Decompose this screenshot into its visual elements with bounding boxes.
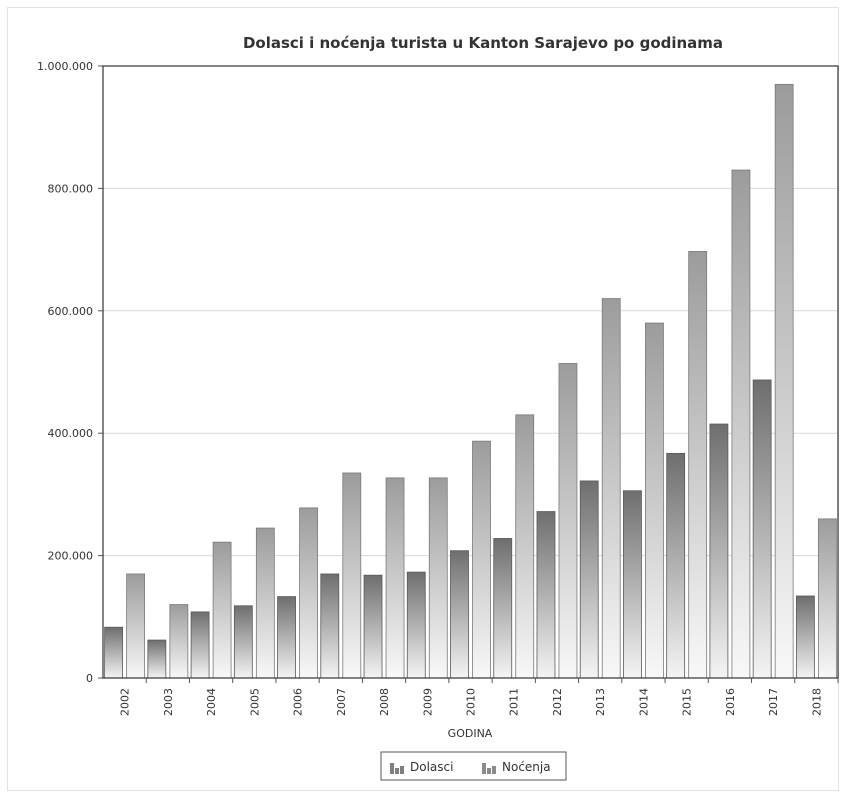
bar-dolasci-2012[interactable] <box>536 511 556 679</box>
legend-label-dolasci: Dolasci <box>410 760 453 774</box>
legend-bar-icon-nocenja <box>482 763 496 774</box>
x-tick-label: 2003 <box>162 688 175 716</box>
bar-dolasci-2007[interactable] <box>320 573 340 679</box>
x-tick-label: 2009 <box>421 688 434 716</box>
x-tick-label: 2005 <box>248 688 261 716</box>
bar-noenja-2013[interactable] <box>601 298 621 679</box>
bar-noenja-2009[interactable] <box>428 477 448 679</box>
bar-noenja-2004[interactable] <box>212 541 232 679</box>
bar-noenja-2008[interactable] <box>385 477 405 679</box>
bar-dolasci-2016[interactable] <box>709 423 729 679</box>
plot-area-border <box>102 65 839 679</box>
legend-item-dolasci[interactable]: Dolasci <box>390 760 453 774</box>
bar-noenja-2011[interactable] <box>515 414 535 679</box>
x-tick-label: 2004 <box>205 688 218 716</box>
x-tick-label: 2017 <box>767 688 780 716</box>
legend: Dolasci Noćenja <box>380 751 567 781</box>
x-tick-label: 2010 <box>465 688 478 716</box>
bar-noenja-2010[interactable] <box>472 440 491 679</box>
bar-dolasci-2006[interactable] <box>277 596 296 679</box>
bar-dolasci-2010[interactable] <box>450 550 469 679</box>
bar-dolasci-2003[interactable] <box>147 639 167 679</box>
bar-noenja-2003[interactable] <box>169 604 189 679</box>
bar-dolasci-2017[interactable] <box>752 379 772 679</box>
bar-dolasci-2004[interactable] <box>190 611 210 679</box>
legend-box <box>380 751 567 781</box>
y-tick-label: 1.000.000 <box>37 60 93 73</box>
legend-item-nocenja[interactable]: Noćenja <box>482 760 551 774</box>
chart-title: Dolasci i noćenja turista u Kanton Saraj… <box>243 34 723 52</box>
bar-dolasci-2015[interactable] <box>666 452 686 679</box>
x-tick-label: 2014 <box>637 688 650 716</box>
bar-dolasci-2014[interactable] <box>623 490 642 679</box>
bar-noenja-2005[interactable] <box>255 527 275 679</box>
y-tick-label: 600.000 <box>48 305 94 318</box>
legend-bar-icon-dolasci <box>390 763 404 774</box>
bar-noenja-2015[interactable] <box>688 251 708 679</box>
x-tick-label: 2018 <box>810 688 823 716</box>
bar-noenja-2017[interactable] <box>774 83 794 679</box>
bar-noenja-2006[interactable] <box>299 507 318 679</box>
x-axis-ticks: 2002 2003 2004 2005 2006 2007 2008 2009 2010 2011… <box>119 678 839 716</box>
bar-noenja-2002[interactable] <box>126 573 146 679</box>
bar-noenja-2016[interactable] <box>731 169 751 679</box>
legend-label-nocenja: Noćenja <box>502 760 551 774</box>
x-tick-label: 2002 <box>119 688 132 716</box>
bar-noenja-2014[interactable] <box>645 322 664 679</box>
x-tick-label: 2013 <box>594 688 607 716</box>
bar-dolasci-2018[interactable] <box>795 595 815 679</box>
bar-noenja-2007[interactable] <box>342 472 362 679</box>
x-tick-label: 2012 <box>551 688 564 716</box>
bar-dolasci-2013[interactable] <box>579 480 599 679</box>
x-tick-label: 2006 <box>292 688 305 716</box>
bar-dolasci-2005[interactable] <box>233 605 253 679</box>
x-tick-label: 2007 <box>335 688 348 716</box>
bars-group <box>104 83 837 679</box>
x-tick-label: 2008 <box>378 688 391 716</box>
y-tick-label: 0 <box>86 672 93 685</box>
y-tick-label: 200.000 <box>48 550 94 563</box>
x-tick-label: 2011 <box>508 688 521 716</box>
bar-dolasci-2011[interactable] <box>493 538 513 679</box>
bar-noenja-2012[interactable] <box>558 363 578 679</box>
x-axis-label: GODINA <box>448 727 493 740</box>
bar-dolasci-2008[interactable] <box>363 574 383 679</box>
bar-dolasci-2002[interactable] <box>104 626 124 679</box>
bar-dolasci-2009[interactable] <box>406 571 426 679</box>
y-tick-label: 800.000 <box>48 182 94 195</box>
bar-noenja-2018[interactable] <box>817 518 837 679</box>
x-tick-label: 2016 <box>724 688 737 716</box>
y-tick-label: 400.000 <box>48 427 94 440</box>
x-tick-label: 2015 <box>681 688 694 716</box>
y-axis-ticks: 0 200.000 400.000 600.000 800.000 1.000.000 <box>37 60 103 685</box>
